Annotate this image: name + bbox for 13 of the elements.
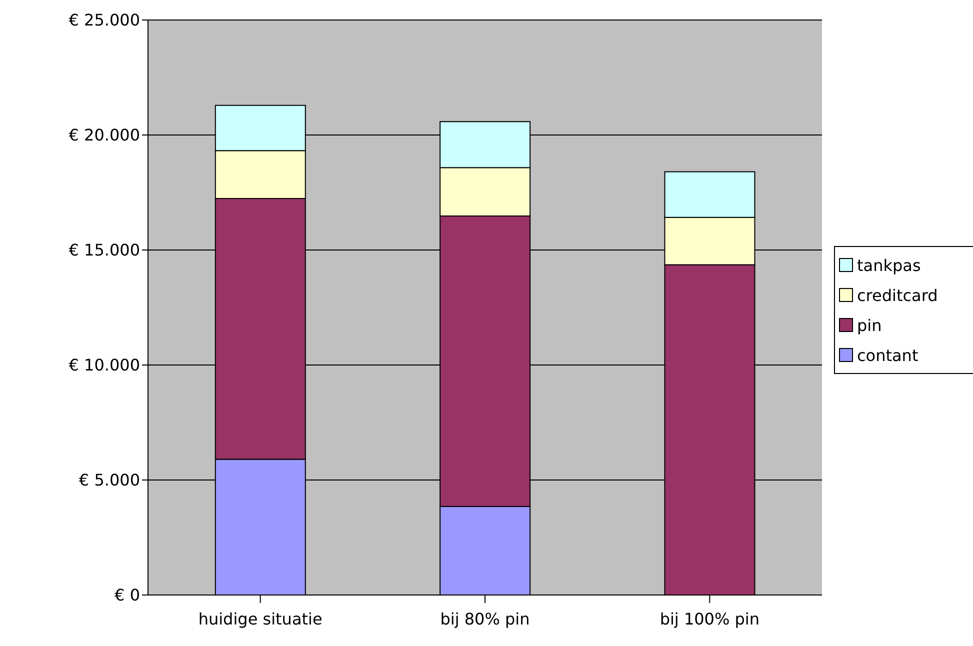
y-tick-label: € 20.000: [68, 126, 140, 145]
x-tick-label: huidige situatie: [198, 609, 322, 628]
y-tick-label: € 15.000: [68, 240, 140, 260]
legend-label: pin: [857, 316, 882, 334]
x-tick-label: bij 80% pin: [440, 609, 530, 628]
y-tick-label: € 25.000: [68, 10, 140, 30]
x-tick-label: bij 100% pin: [660, 609, 760, 628]
y-tick-label: € 10.000: [68, 356, 140, 375]
legend-label: creditcard: [857, 286, 938, 304]
y-tick-label: € 0: [114, 586, 140, 605]
y-tick-label: € 5.000: [78, 470, 140, 490]
legend-label: contant: [857, 346, 918, 364]
legend-label: tankpas: [857, 256, 921, 274]
